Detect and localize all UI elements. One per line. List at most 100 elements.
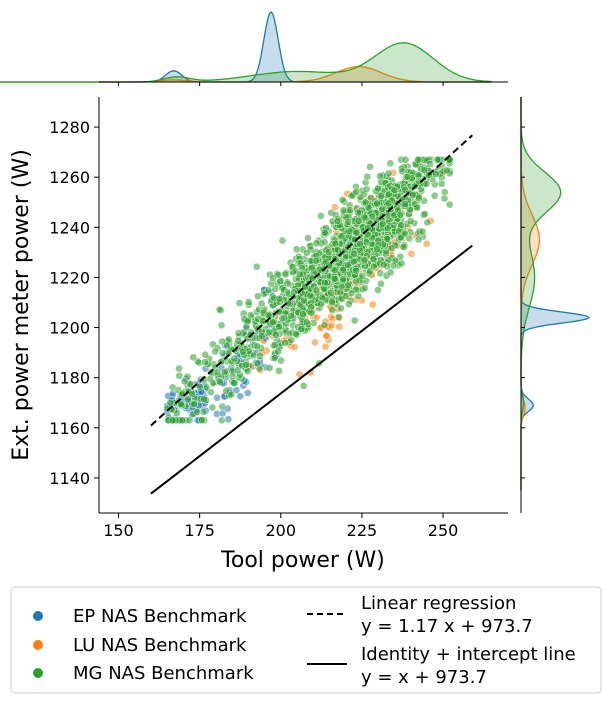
legend-equation-identity: y = x + 973.7 xyxy=(361,667,487,688)
mg-data-point xyxy=(399,243,408,251)
mg-data-point xyxy=(239,348,247,356)
x-tick-label: 200 xyxy=(266,521,297,540)
mg-data-point xyxy=(400,229,409,238)
mg-data-point xyxy=(211,347,220,356)
mg-data-point xyxy=(312,286,321,295)
mg-data-point xyxy=(274,347,283,356)
ep-data-point xyxy=(243,389,252,397)
mg-data-point xyxy=(423,218,432,227)
mg-data-point xyxy=(233,366,242,375)
mg-data-point xyxy=(268,318,277,327)
mg-data-point xyxy=(193,407,201,416)
mg-data-point xyxy=(230,354,239,363)
lu-data-point xyxy=(322,331,331,340)
mg-data-point xyxy=(184,395,192,404)
mg-data-point xyxy=(383,211,392,220)
legend-marker-mg xyxy=(33,668,43,678)
mg-data-point xyxy=(299,382,308,390)
right-marginal-kde xyxy=(520,97,591,491)
lu-data-point xyxy=(407,250,416,258)
mg-data-point xyxy=(372,245,381,254)
linear-regression-line xyxy=(150,134,473,427)
mg-data-point xyxy=(227,390,236,399)
mg-data-point xyxy=(234,337,243,345)
mg-data-point xyxy=(290,288,298,297)
mg-data-point xyxy=(297,263,306,272)
mg-data-point xyxy=(264,311,273,319)
mg-data-point xyxy=(306,257,315,265)
mg-data-point xyxy=(213,368,222,377)
ep-data-point xyxy=(236,392,245,401)
mg-data-point xyxy=(320,228,329,237)
mg-data-point xyxy=(287,312,295,320)
mg-data-point xyxy=(292,330,300,338)
mg-data-point xyxy=(385,190,393,199)
mg-data-point xyxy=(379,260,388,269)
mg-data-point xyxy=(271,285,280,293)
mg-data-point xyxy=(364,223,372,232)
mg-data-point xyxy=(281,339,289,347)
mg-data-point xyxy=(185,416,194,425)
mg-data-point xyxy=(252,262,261,271)
mg-data-point xyxy=(354,217,363,225)
mg-data-point xyxy=(356,240,364,248)
mg-data-point xyxy=(295,270,304,279)
mg-data-point xyxy=(354,208,362,217)
mg-data-point xyxy=(328,298,337,307)
mg-data-point xyxy=(271,354,279,362)
mg-data-point xyxy=(358,272,367,280)
mg-data-point xyxy=(242,360,251,369)
mg-data-point xyxy=(318,293,327,302)
mg-data-point xyxy=(177,400,185,408)
mg-data-point xyxy=(265,328,274,336)
identity-intercept-line xyxy=(150,244,473,495)
mg-data-point xyxy=(188,390,197,398)
mg-data-point xyxy=(207,388,215,397)
mg-data-point xyxy=(440,194,449,203)
mg-data-point xyxy=(257,332,266,341)
mg-data-point xyxy=(298,310,307,318)
x-axis-ticks: 150 175 200 225 250 xyxy=(103,82,458,540)
mg-data-point xyxy=(337,304,345,313)
mg-data-point xyxy=(397,259,406,268)
x-tick-label: 250 xyxy=(428,521,459,540)
x-tick-label: 225 xyxy=(347,521,378,540)
lu-data-point xyxy=(335,322,344,331)
mg-data-point xyxy=(401,200,410,208)
legend-label-mg: MG NAS Benchmark xyxy=(73,663,254,684)
mg-data-point xyxy=(364,203,373,212)
legend: EP NAS Benchmark LU NAS Benchmark MG NAS… xyxy=(10,586,602,694)
lu-data-point xyxy=(331,203,339,211)
mg-data-point xyxy=(373,199,381,208)
mg-data-point xyxy=(352,188,361,196)
mg-data-point xyxy=(396,210,405,219)
mg-data-point xyxy=(384,199,393,208)
mg-data-point xyxy=(307,308,316,317)
mg-data-point xyxy=(408,190,417,199)
mg-data-point xyxy=(420,210,429,218)
top-marginal-kde xyxy=(0,11,492,83)
mg-data-point xyxy=(414,155,422,164)
mg-data-point xyxy=(265,364,274,372)
top-kde-fill xyxy=(0,66,492,82)
mg-data-point xyxy=(324,248,333,257)
mg-data-point xyxy=(405,234,414,243)
ep-data-point xyxy=(224,415,233,424)
mg-data-point xyxy=(333,217,342,225)
mg-data-point xyxy=(196,383,204,391)
y-tick-label: 1180 xyxy=(49,369,90,388)
mg-data-point xyxy=(420,166,429,174)
mg-data-point xyxy=(403,172,412,181)
mg-data-point xyxy=(347,289,356,298)
mg-data-point xyxy=(199,408,208,416)
mg-data-point xyxy=(376,269,384,278)
mg-data-point xyxy=(308,263,316,272)
top-kde-fill xyxy=(0,42,492,82)
mg-data-point xyxy=(414,235,423,244)
mg-data-point xyxy=(216,378,224,387)
mg-data-point xyxy=(331,239,340,248)
x-tick-label: 175 xyxy=(184,521,215,540)
mg-data-point xyxy=(190,400,199,409)
mg-data-point xyxy=(215,305,224,314)
mg-data-point xyxy=(292,245,301,254)
